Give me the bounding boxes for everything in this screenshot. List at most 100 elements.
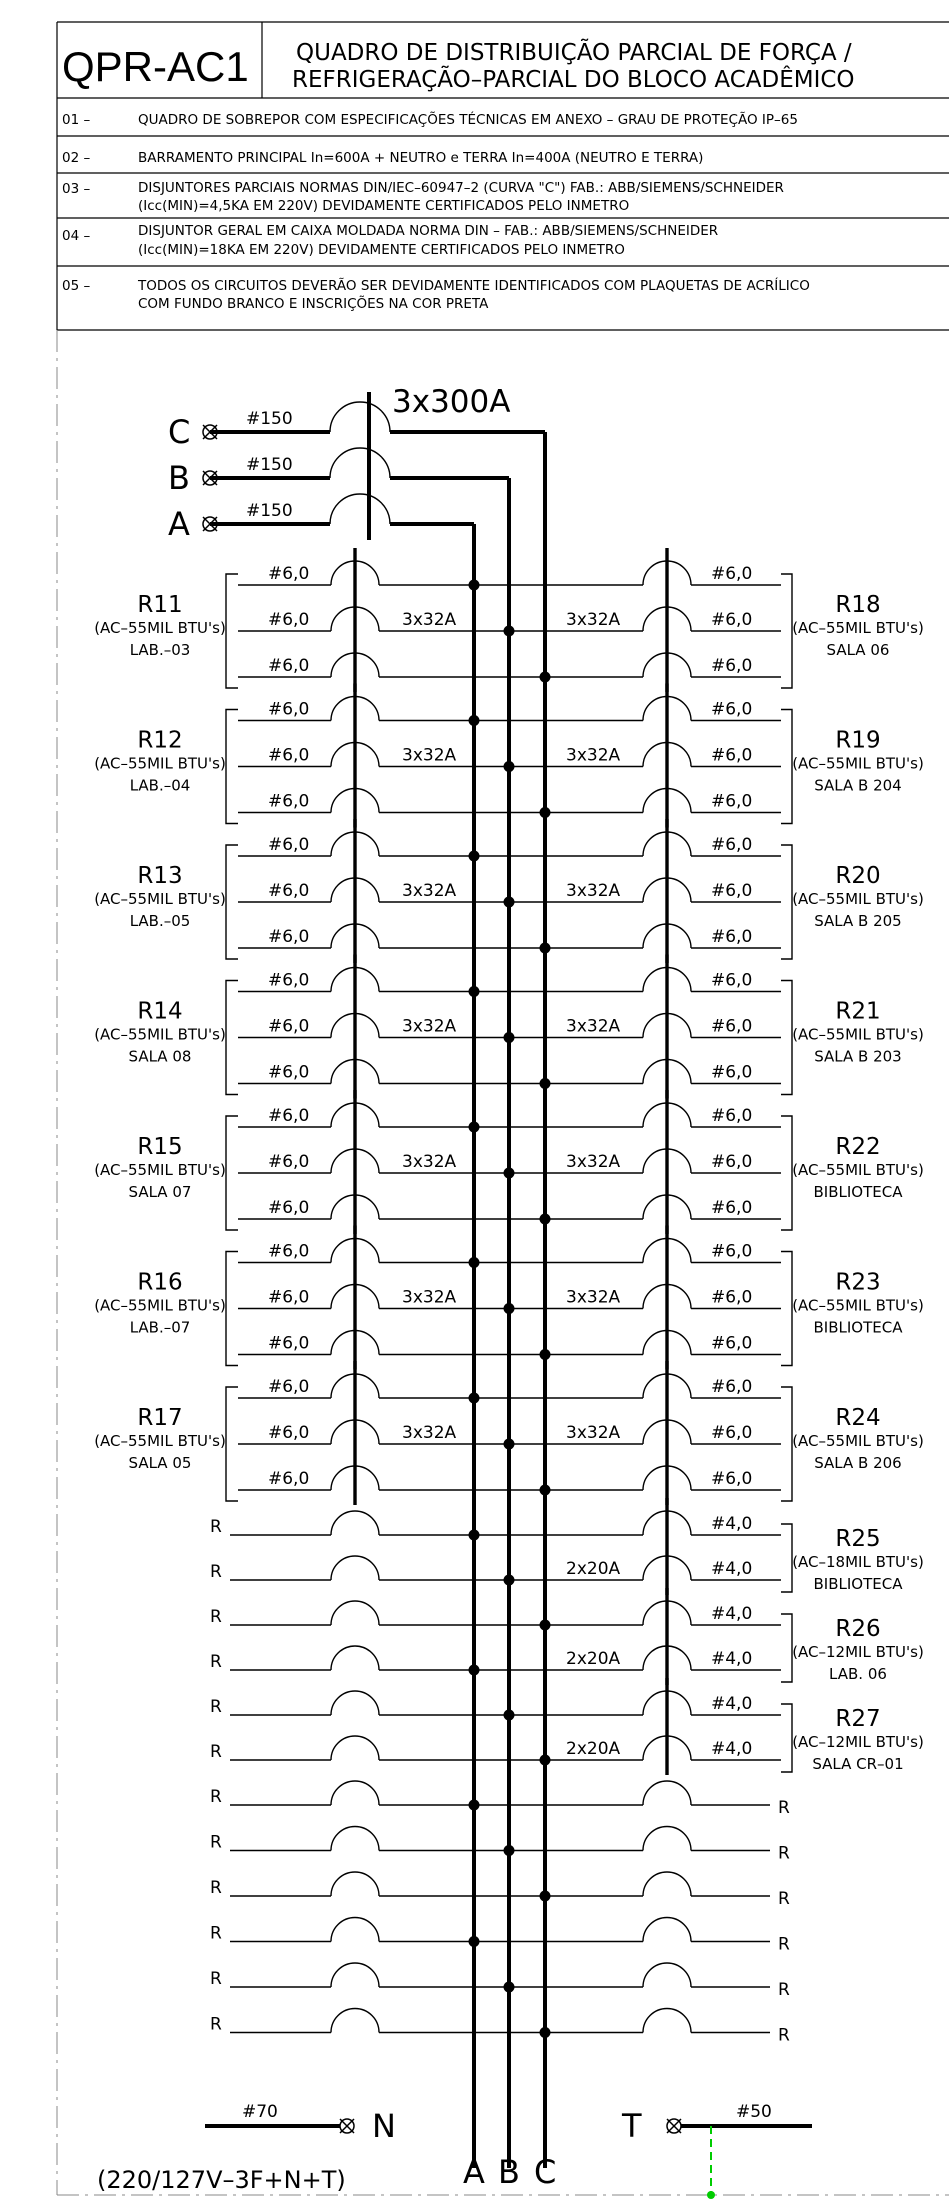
right-cable-label: #6,0 [711, 1469, 752, 1489]
right-cable-label: #6,0 [711, 927, 752, 947]
note-number: 02 – [62, 150, 90, 166]
note-number: 05 – [62, 278, 90, 294]
breaker-contact [642, 787, 692, 813]
bus-junction-dot [503, 1981, 515, 1993]
bus-junction-dot [539, 942, 551, 954]
breaker-contact [642, 652, 692, 678]
note-text: TODOS OS CIRCUITOS DEVERÃO SER DEVIDAMEN… [137, 277, 810, 294]
note-text: BARRAMENTO PRINCIPAL In=600A + NEUTRO e … [138, 150, 703, 166]
reserve-label: R [210, 1607, 222, 1627]
bus-junction-dot [468, 986, 480, 997]
left-circuit-location: SALA 07 [129, 1183, 192, 1201]
right-circuit-id: R18 [835, 592, 880, 618]
breaker-contact [642, 1962, 692, 1988]
note-number: 01 – [62, 112, 90, 128]
earth-cable-label: #50 [736, 2102, 772, 2122]
left-circuit-id: R12 [137, 728, 182, 754]
reserve-label: R [778, 1980, 790, 2000]
left-cable-label: #6,0 [268, 1198, 309, 1218]
left-circuit-id: R13 [137, 863, 182, 889]
circuit-bracket [781, 1386, 793, 1502]
right-cable-label: #6,0 [711, 564, 752, 584]
left-cable-label: #6,0 [268, 564, 309, 584]
circuit-bracket [781, 844, 793, 960]
bus-junction-dot [503, 1709, 515, 1721]
right-circuit-desc: (AC–12MIL BTU's) [792, 1643, 924, 1661]
bus-junction-dot [468, 850, 480, 862]
left-circuit-id: R16 [137, 1270, 182, 1296]
breaker-contact [330, 1419, 380, 1445]
breaker-contact [642, 1780, 692, 1806]
note-text: DISJUNTORES PARCIAIS NORMAS DIN/IEC–6094… [138, 180, 784, 196]
breaker-contact [642, 1373, 692, 1399]
reserve-label: R [210, 1924, 222, 1944]
right-cable-label: #4,0 [711, 1559, 752, 1579]
right-circuit-id: R27 [835, 1706, 880, 1732]
circuit-bracket [225, 1386, 238, 1502]
breaker-contact [330, 1012, 380, 1038]
phase-label: B [168, 459, 190, 497]
right-cable-label: #6,0 [711, 1377, 752, 1397]
left-cable-label: #6,0 [268, 835, 309, 855]
board-title-line2: REFRIGERAÇÃO–PARCIAL DO BLOCO ACADÊMICO [292, 65, 855, 93]
breaker-contact [642, 1690, 692, 1716]
bus-junction-dot [468, 715, 480, 726]
left-breaker-rating: 3x32A [402, 1423, 457, 1443]
breaker-contact [330, 1058, 380, 1084]
circuit-bracket [225, 573, 238, 689]
circuit-bracket [781, 1250, 793, 1367]
left-circuit-location: SALA 05 [129, 1454, 192, 1472]
breaker-contact [642, 1510, 692, 1536]
neutral-bar [205, 2118, 355, 2134]
right-cable-label: #6,0 [711, 1423, 752, 1443]
right-cable-label: #6,0 [711, 656, 752, 676]
breaker-contact [330, 1465, 380, 1491]
left-circuit-desc: (AC–55MIL BTU's) [94, 890, 226, 908]
breaker-contact [330, 652, 380, 678]
earth-bar [666, 2118, 812, 2134]
bus-junction-dot [539, 1619, 551, 1631]
right-circuit-desc: (AC–18MIL BTU's) [792, 1553, 924, 1571]
right-cable-label: #6,0 [711, 835, 752, 855]
right-breaker-rating: 2x20A [566, 1559, 621, 1579]
right-breaker-rating: 3x32A [566, 1423, 621, 1443]
breaker-contact [330, 1510, 380, 1536]
bus-junction-dot [503, 1574, 515, 1586]
breaker-contact [330, 1600, 380, 1626]
breaker-contact [642, 1012, 692, 1038]
right-circuit-id: R19 [835, 728, 880, 754]
right-cable-label: #6,0 [711, 1288, 752, 1308]
system-voltage: (220/127V–3F+N+T) [97, 2166, 346, 2194]
circuit-bracket [225, 844, 238, 960]
bus-junction-dot [539, 1349, 551, 1360]
breaker-contact [330, 606, 380, 632]
right-circuit-id: R23 [835, 1270, 880, 1296]
left-circuit-location: SALA 08 [129, 1048, 192, 1066]
bus-junction-dot [539, 1484, 551, 1496]
breaker-contact [642, 1600, 692, 1626]
bus-junction-dot [539, 2027, 551, 2038]
left-cable-label: #6,0 [268, 1469, 309, 1489]
right-circuit-id: R25 [835, 1526, 880, 1552]
reserve-label: R [210, 1562, 222, 1582]
reserve-label: R [210, 1652, 222, 1672]
breaker-contact [642, 741, 692, 767]
bus-junction-dot [503, 1845, 515, 1856]
reserve-label: R [210, 1517, 222, 1537]
right-circuit-location: BIBLIOTECA [814, 1575, 904, 1593]
breaker-contact [330, 877, 380, 903]
phase-cable-label: #150 [246, 455, 293, 475]
right-cable-label: #6,0 [711, 792, 752, 812]
breaker-contact [642, 1916, 692, 1942]
note-text: (Icc(MIN)=4,5KA EM 220V) DEVIDAMENTE CER… [138, 198, 629, 214]
left-circuit-desc: (AC–55MIL BTU's) [94, 1297, 226, 1315]
reserve-label: R [210, 1742, 222, 1762]
right-cable-label: #6,0 [711, 1334, 752, 1354]
note-text: COM FUNDO BRANCO E INSCRIÇÕES NA COR PRE… [138, 295, 489, 312]
left-cable-label: #6,0 [268, 1377, 309, 1397]
right-circuit-desc: (AC–55MIL BTU's) [792, 1026, 924, 1044]
left-cable-label: #6,0 [268, 1106, 309, 1126]
neutral-label: N [372, 2107, 396, 2145]
right-breaker-rating: 3x32A [566, 1152, 621, 1172]
